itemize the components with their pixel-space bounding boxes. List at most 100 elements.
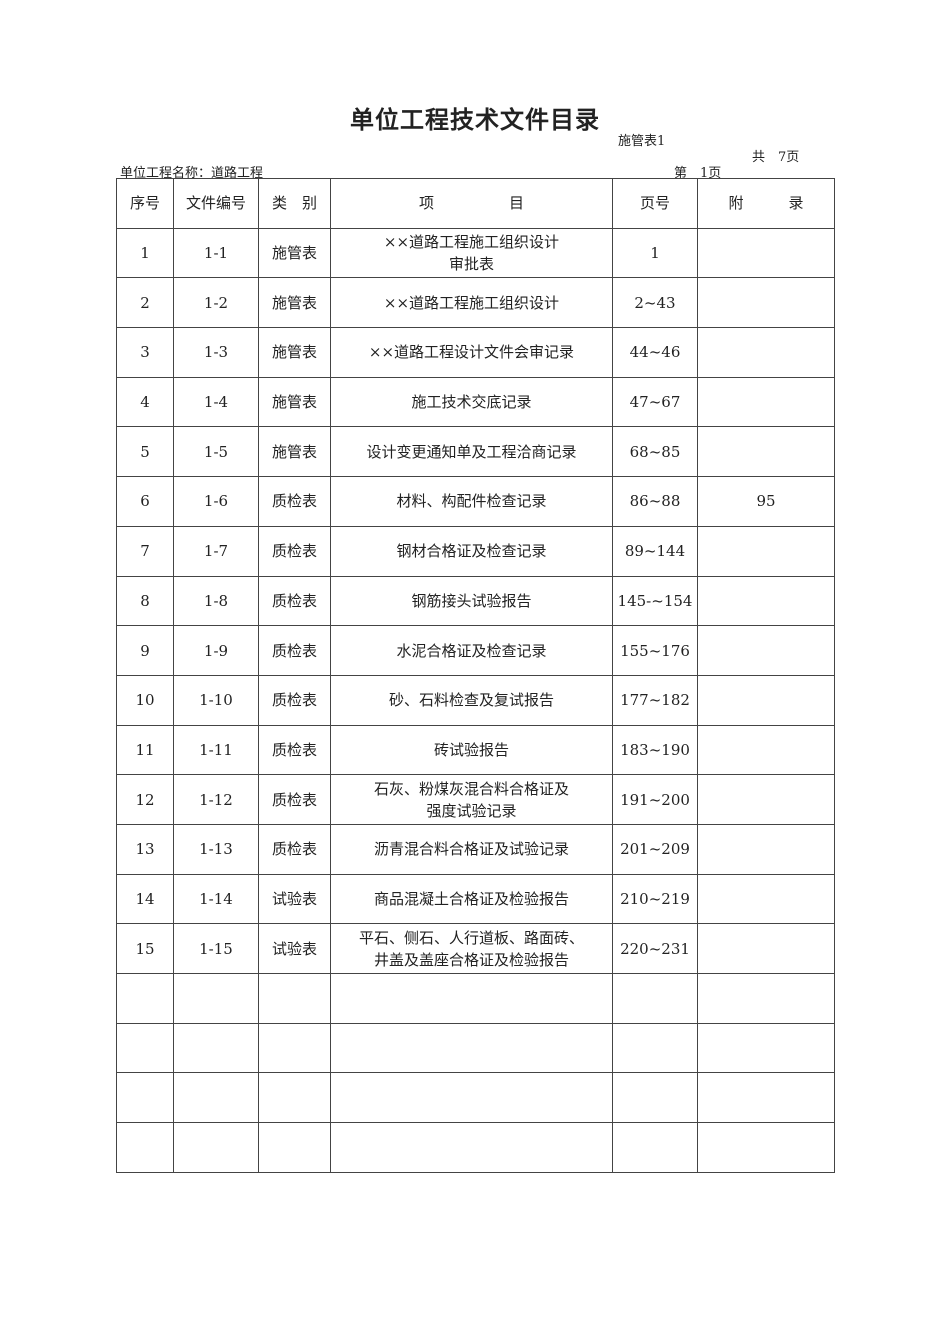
cell-file-no: 1-6 <box>173 476 259 527</box>
cell-page <box>612 1122 698 1173</box>
cell-category: 质检表 <box>258 625 331 676</box>
cell-seq: 10 <box>116 674 174 726</box>
cell-appendix <box>697 724 835 776</box>
cell-page <box>612 973 698 1024</box>
cell-seq: 11 <box>116 724 174 776</box>
form-number: 施管表1 <box>618 134 666 149</box>
cell-page: 201~209 <box>612 823 698 875</box>
cell-appendix <box>697 1072 835 1124</box>
cell-appendix <box>697 575 835 627</box>
table-row: 3 1-3 施管表 ××道路工程设计文件会审记录 44~46 <box>116 327 835 378</box>
table-row: 6 1-6 质检表 材料、构配件检查记录 86~88 95 <box>116 476 835 527</box>
table-row: 2 1-2 施管表 ××道路工程施工组织设计 2~43 <box>116 277 835 329</box>
cell-page: 155~176 <box>612 625 698 676</box>
header-item: 项 目 <box>330 178 613 229</box>
cell-file-no <box>173 973 259 1024</box>
cell-category <box>258 1072 331 1124</box>
table-row <box>116 1122 835 1173</box>
cell-seq: 8 <box>116 575 174 627</box>
cell-seq: 13 <box>116 823 174 875</box>
page-title: 单位工程技术文件目录 <box>350 106 600 134</box>
header-file-no: 文件编号 <box>173 178 259 229</box>
cell-item: 砂、石料检查及复试报告 <box>330 674 613 726</box>
cell-file-no: 1-11 <box>173 724 259 776</box>
cell-category: 施管表 <box>258 277 331 329</box>
cell-file-no <box>173 1022 259 1074</box>
table-row: 14 1-14 试验表 商品混凝土合格证及检验报告 210~219 <box>116 873 835 925</box>
cell-page: 1 <box>612 227 698 279</box>
cell-page: 44~46 <box>612 327 698 378</box>
cell-seq: 15 <box>116 923 174 974</box>
project-name: 道路工程 <box>211 166 264 181</box>
cell-seq <box>116 1022 174 1074</box>
cell-item: 施工技术交底记录 <box>330 376 613 428</box>
cell-appendix <box>697 426 835 478</box>
cell-file-no: 1-15 <box>173 923 259 974</box>
cell-category <box>258 1022 331 1074</box>
cell-page: 183~190 <box>612 724 698 776</box>
cell-category: 施管表 <box>258 327 331 378</box>
cell-seq: 14 <box>116 873 174 925</box>
cell-page: 177~182 <box>612 674 698 726</box>
cell-appendix <box>697 277 835 329</box>
cell-item: 材料、构配件检查记录 <box>330 476 613 527</box>
cell-seq: 12 <box>116 774 174 825</box>
cell-seq: 7 <box>116 525 174 577</box>
table-row: 4 1-4 施管表 施工技术交底记录 47~67 <box>116 376 835 428</box>
cell-item: ××道路工程施工组织设计 审批表 <box>330 227 613 279</box>
table-row: 5 1-5 施管表 设计变更通知单及工程洽商记录 68~85 <box>116 426 835 478</box>
cell-appendix <box>697 923 835 974</box>
cell-file-no: 1-3 <box>173 327 259 378</box>
table-row: 9 1-9 质检表 水泥合格证及检查记录 155~176 <box>116 625 835 676</box>
cell-file-no: 1-4 <box>173 376 259 428</box>
cell-appendix <box>697 525 835 577</box>
cell-file-no <box>173 1122 259 1173</box>
cell-appendix <box>697 327 835 378</box>
cell-item: 砖试验报告 <box>330 724 613 776</box>
cell-item: 石灰、粉煤灰混合料合格证及 强度试验记录 <box>330 774 613 825</box>
cell-category: 试验表 <box>258 923 331 974</box>
cell-item: 沥青混合料合格证及试验记录 <box>330 823 613 875</box>
cell-seq: 3 <box>116 327 174 378</box>
cell-item <box>330 1122 613 1173</box>
cell-file-no: 1-7 <box>173 525 259 577</box>
table-row <box>116 1072 835 1124</box>
cell-appendix <box>697 376 835 428</box>
table-row: 15 1-15 试验表 平石、侧石、人行道板、路面砖、 井盖及盖座合格证及检验报告 22… <box>116 923 835 974</box>
cell-category: 试验表 <box>258 873 331 925</box>
cell-seq: 4 <box>116 376 174 428</box>
cell-seq <box>116 973 174 1024</box>
cell-category: 质检表 <box>258 476 331 527</box>
cell-page <box>612 1072 698 1124</box>
cell-seq: 9 <box>116 625 174 676</box>
cell-item <box>330 973 613 1024</box>
cell-appendix <box>697 674 835 726</box>
cell-page: 68~85 <box>612 426 698 478</box>
header-row: 序号 文件编号 类 别 项 目 页号 附 录 <box>116 178 835 229</box>
cell-category <box>258 1122 331 1173</box>
cell-appendix: 95 <box>697 476 835 527</box>
cell-seq: 2 <box>116 277 174 329</box>
table-row: 7 1-7 质检表 钢材合格证及检查记录 89~144 <box>116 525 835 577</box>
cell-file-no: 1-8 <box>173 575 259 627</box>
header-seq: 序号 <box>116 178 174 229</box>
cell-seq <box>116 1122 174 1173</box>
table-row: 11 1-11 质检表 砖试验报告 183~190 <box>116 724 835 776</box>
cell-category: 施管表 <box>258 376 331 428</box>
cell-page: 89~144 <box>612 525 698 577</box>
table-row: 8 1-8 质检表 钢筋接头试验报告 145-~154 <box>116 575 835 627</box>
cell-appendix <box>697 227 835 279</box>
cell-item <box>330 1072 613 1124</box>
cell-file-no: 1-1 <box>173 227 259 279</box>
cell-file-no <box>173 1072 259 1124</box>
cell-item: 钢材合格证及检查记录 <box>330 525 613 577</box>
cell-file-no: 1-12 <box>173 774 259 825</box>
cell-category: 质检表 <box>258 525 331 577</box>
cell-appendix <box>697 774 835 825</box>
cell-page <box>612 1022 698 1074</box>
header-page: 页号 <box>612 178 698 229</box>
cell-appendix <box>697 973 835 1024</box>
cell-seq: 6 <box>116 476 174 527</box>
cell-appendix <box>697 625 835 676</box>
cell-appendix <box>697 823 835 875</box>
